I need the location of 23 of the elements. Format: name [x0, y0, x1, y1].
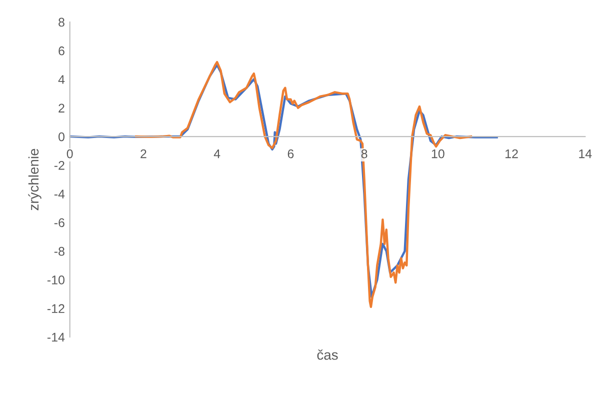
x-tick-label: 14: [579, 150, 592, 158]
y-tick-label: 2: [58, 104, 64, 112]
x-tick-label: 4: [214, 150, 220, 158]
y-tick-label: 8: [58, 18, 64, 27]
y-tick-label: -14: [47, 332, 65, 342]
x-tick-label: 8: [361, 149, 368, 158]
y-tick-label: -6: [54, 218, 64, 228]
x-tick-label: 6: [288, 149, 294, 158]
y-tick-label: 4: [58, 75, 65, 84]
y-tick-label: 0: [58, 132, 64, 142]
y-tick-label: -8: [54, 246, 64, 256]
y-tick-label: -4: [54, 190, 65, 198]
y-tick-label: -10: [47, 276, 64, 284]
x-axis-title: čas: [317, 350, 338, 360]
x-tick-label: 0: [66, 149, 73, 158]
line-series: [134, 60, 472, 308]
y-tick-label: -12: [47, 304, 64, 313]
x-tick-label: 2: [140, 149, 146, 158]
y-axis-title: zrýchlenie: [28, 148, 42, 210]
y-tick-label: 6: [58, 46, 64, 56]
x-tick-label: 10: [432, 149, 444, 158]
y-tick-label: -2: [54, 160, 64, 170]
x-tick-label: 12: [506, 149, 518, 158]
